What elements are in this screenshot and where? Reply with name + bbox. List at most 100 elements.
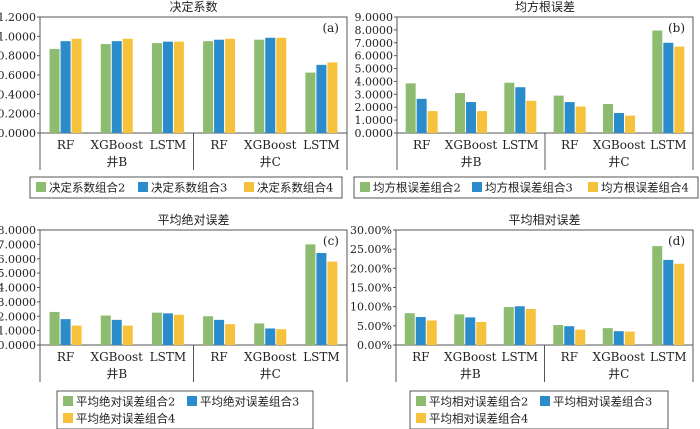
x-category-label: XGBoost <box>593 138 646 152</box>
panel-label: (b) <box>668 21 685 35</box>
bar <box>100 44 111 133</box>
y-tick-label: 5.00% <box>357 320 392 333</box>
bar <box>276 37 287 133</box>
bar <box>564 326 575 345</box>
plot-frame <box>39 229 348 346</box>
legend-box <box>56 390 314 429</box>
legend-entry: 均方根误差组合4 <box>601 181 689 195</box>
x-category-label: RF <box>561 350 578 364</box>
chart-title: 均方根误差 <box>515 0 575 14</box>
bar <box>49 48 60 133</box>
bar <box>553 325 564 345</box>
bar <box>603 104 613 133</box>
y-tick-label: 1.2000 <box>0 11 36 24</box>
x-category-label: RF <box>210 138 227 152</box>
bar <box>602 328 613 345</box>
y-tick-label: 0.4000 <box>0 88 36 101</box>
bar <box>254 39 265 133</box>
x-category-label: XGBoost <box>445 138 498 152</box>
legend-entry: 平均绝对误差组合3 <box>200 395 299 409</box>
y-tick-label: 3.0000 <box>0 296 36 309</box>
bar <box>122 38 133 133</box>
y-tick-label: 1.0000 <box>0 30 36 43</box>
y-tick-label: 0.0000 <box>0 339 36 352</box>
group-label: 井B <box>106 367 127 381</box>
bar <box>151 312 162 345</box>
x-category-label: RF <box>57 350 74 364</box>
legend-entry: 平均相对误差组合3 <box>553 395 652 409</box>
bar <box>476 322 487 345</box>
legend-swatch <box>472 182 482 192</box>
legend-swatch <box>138 182 148 192</box>
y-tick-label: 9.0000 <box>355 11 394 24</box>
legend-swatch <box>360 182 370 192</box>
bar <box>60 41 71 133</box>
group-label: 井C <box>608 155 629 169</box>
bar <box>454 314 465 345</box>
x-category-label: LSTM <box>150 138 186 152</box>
legend-swatch <box>416 413 426 423</box>
y-tick-label: 1.0000 <box>355 114 394 127</box>
bar <box>427 111 438 133</box>
legend-entry: 平均绝对误差组合4 <box>76 412 175 426</box>
bar <box>455 93 465 133</box>
y-tick-label: 0.6000 <box>0 69 36 82</box>
bar <box>652 30 663 133</box>
bar <box>625 115 635 133</box>
bar <box>515 87 526 133</box>
bar <box>465 317 476 345</box>
bar <box>477 111 487 133</box>
x-category-label: LSTM <box>502 350 538 364</box>
x-category-label: RF <box>210 350 227 364</box>
legend-swatch <box>187 396 197 406</box>
chart-panel-a: 决定系数 (a) 0.0000 0.2000 0.4000 0.6000 0.8000 1.0… <box>0 0 348 199</box>
chart-title: 平均绝对误差 <box>157 212 229 227</box>
bar <box>203 316 214 345</box>
y-tick-label: 0.8000 <box>0 50 36 63</box>
y-tick-label: 2.0000 <box>355 101 394 114</box>
bar <box>214 39 225 133</box>
group-label: 井B <box>106 155 127 169</box>
bar <box>60 319 71 345</box>
bar <box>674 46 685 134</box>
bar <box>327 261 338 345</box>
bar <box>49 311 60 345</box>
legend-entry: 决定系数组合3 <box>151 181 227 195</box>
y-tick-label: 30.00% <box>350 224 392 237</box>
y-tick-label: 7.0000 <box>355 37 394 50</box>
bar <box>405 83 416 133</box>
y-tick-label: 2.0000 <box>0 310 36 323</box>
x-category-label: LSTM <box>303 138 339 152</box>
y-tick-label: 0.2000 <box>0 108 36 121</box>
bar <box>203 41 214 133</box>
group-label: 井B <box>460 367 481 381</box>
panel-label: (a) <box>322 21 339 35</box>
x-category-label: XGBoost <box>91 350 144 364</box>
bar <box>162 41 173 133</box>
bar <box>415 317 426 345</box>
y-tick-label: 8.0000 <box>0 224 36 237</box>
bar <box>71 38 82 133</box>
x-category-label: XGBoost <box>91 138 144 152</box>
bar <box>575 329 586 345</box>
y-tick-label: 0.0000 <box>355 127 394 140</box>
bar <box>111 319 122 345</box>
panel-label: (d) <box>668 234 685 248</box>
legend: 平均相对误差组合2 平均相对误差组合3 平均相对误差组合4 <box>409 390 669 429</box>
bar <box>525 308 536 345</box>
bar <box>214 319 225 345</box>
x-category-label: LSTM <box>502 138 538 152</box>
x-category-label: XGBoost <box>244 138 297 152</box>
bar <box>265 328 276 345</box>
bar <box>316 253 327 345</box>
legend-entry: 决定系数组合4 <box>257 181 333 195</box>
group-label: 井C <box>608 367 629 381</box>
legend-swatch <box>63 413 73 423</box>
plot-frame <box>396 16 694 134</box>
y-tick-label: 4.0000 <box>0 282 36 295</box>
legend-entry: 均方根误差组合3 <box>485 181 573 195</box>
chart-title: 平均相对误差 <box>508 213 580 227</box>
x-category-label: RF <box>561 138 578 152</box>
legend-swatch <box>540 396 550 406</box>
